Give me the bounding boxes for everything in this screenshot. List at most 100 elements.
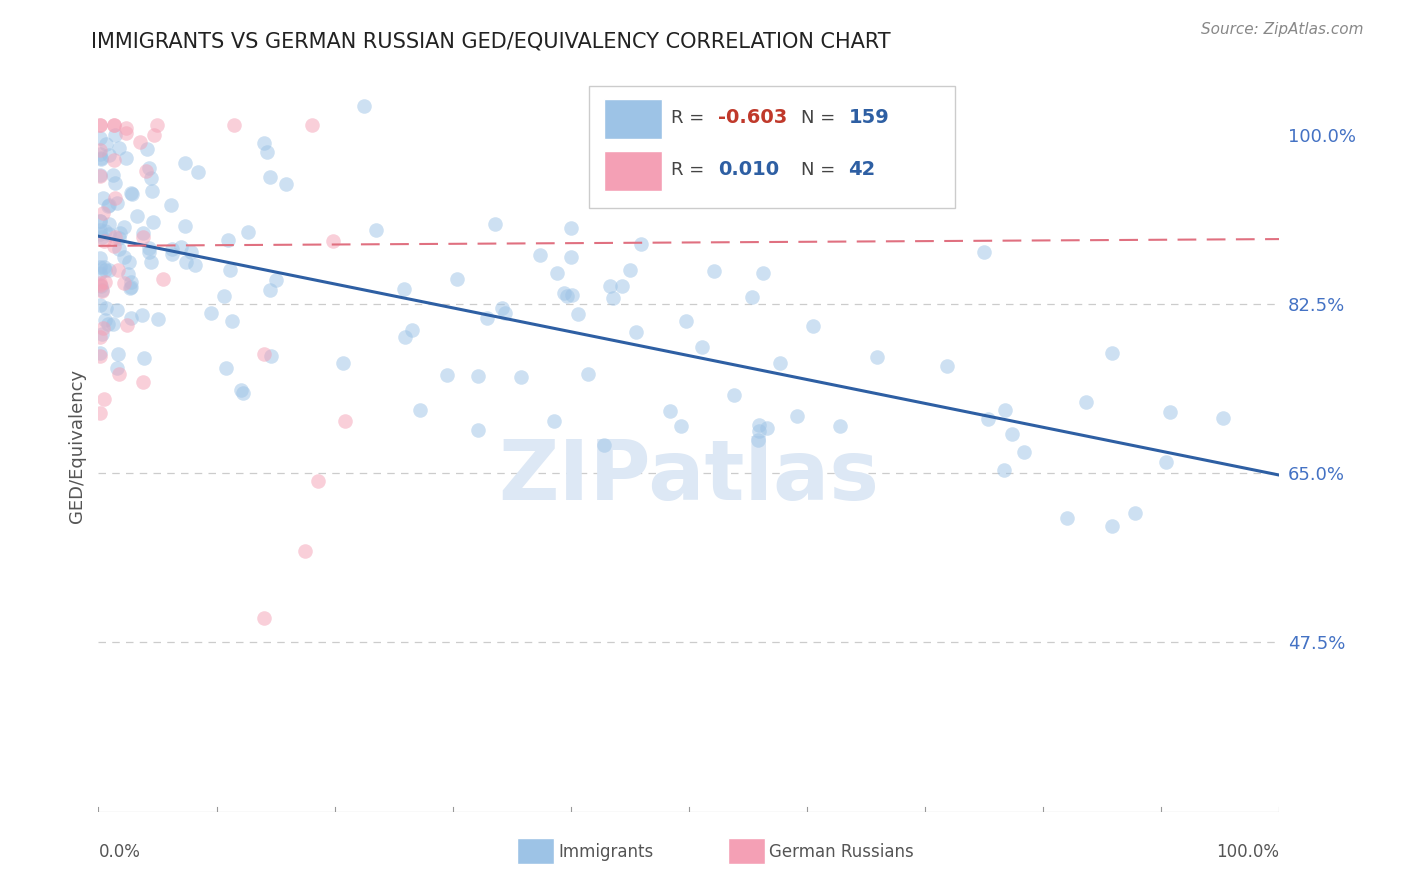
Text: Source: ZipAtlas.com: Source: ZipAtlas.com	[1201, 22, 1364, 37]
Point	[115, 126, 138, 140]
Point	[112, 220, 135, 235]
Point	[108, 141, 131, 155]
Point	[89, 147, 111, 161]
Point	[94, 275, 117, 289]
Point	[748, 418, 770, 433]
Point	[747, 433, 769, 447]
Point	[567, 307, 589, 321]
Point	[105, 302, 128, 317]
Point	[973, 244, 995, 259]
Point	[89, 266, 111, 280]
Point	[139, 171, 162, 186]
Point	[786, 409, 808, 424]
Point	[89, 346, 111, 360]
Text: -0.603: -0.603	[718, 108, 787, 127]
Point	[112, 277, 135, 291]
Point	[97, 199, 120, 213]
Point	[741, 289, 763, 303]
Point	[93, 313, 115, 327]
Text: 42: 42	[848, 161, 876, 179]
Point	[115, 318, 138, 332]
Point	[436, 368, 458, 382]
Point	[120, 280, 142, 294]
Point	[1012, 445, 1035, 459]
Point	[159, 197, 181, 211]
Point	[89, 227, 111, 241]
Point	[801, 318, 824, 333]
Point	[90, 151, 112, 165]
Point	[94, 224, 117, 238]
Point	[170, 240, 193, 254]
Point	[232, 386, 254, 401]
FancyBboxPatch shape	[605, 99, 662, 139]
Point	[91, 191, 114, 205]
Point	[546, 266, 568, 280]
Point	[264, 273, 287, 287]
Point	[294, 543, 316, 558]
Point	[89, 118, 111, 132]
Point	[301, 118, 323, 132]
Point	[1154, 455, 1177, 469]
Point	[353, 98, 375, 112]
Point	[446, 272, 468, 286]
Point	[103, 230, 125, 244]
Point	[89, 298, 111, 312]
Point	[619, 262, 641, 277]
Point	[866, 350, 889, 364]
Point	[830, 418, 852, 433]
Point	[91, 321, 114, 335]
Point	[89, 118, 111, 132]
Point	[467, 369, 489, 384]
Point	[152, 272, 174, 286]
Point	[98, 148, 121, 162]
Point	[89, 168, 111, 182]
Point	[1125, 506, 1147, 520]
Point	[115, 121, 138, 136]
Point	[215, 361, 238, 376]
Point	[748, 424, 770, 438]
Text: N =: N =	[801, 109, 835, 127]
Point	[560, 251, 582, 265]
Point	[752, 266, 775, 280]
Point	[120, 186, 142, 201]
Point	[494, 306, 516, 320]
Point	[97, 198, 120, 212]
Point	[142, 215, 165, 229]
Point	[89, 329, 111, 343]
Point	[509, 370, 531, 384]
Point	[1159, 405, 1181, 419]
FancyBboxPatch shape	[589, 86, 955, 209]
Point	[91, 206, 114, 220]
Point	[671, 419, 693, 434]
Point	[401, 323, 423, 337]
Point	[89, 406, 111, 420]
Point	[484, 217, 506, 231]
Point	[97, 227, 120, 241]
Point	[90, 229, 112, 244]
Point	[553, 286, 575, 301]
Point	[93, 260, 115, 274]
Point	[993, 463, 1015, 477]
Point	[98, 263, 121, 277]
Point	[132, 351, 155, 366]
Point	[120, 275, 142, 289]
Point	[108, 242, 131, 256]
Point	[690, 340, 713, 354]
Point	[936, 359, 959, 373]
Point	[136, 142, 159, 156]
Point	[475, 310, 498, 325]
Point	[160, 247, 183, 261]
Point	[184, 258, 207, 272]
Point	[187, 165, 209, 179]
Point	[125, 210, 148, 224]
Point	[89, 143, 111, 157]
Point	[108, 226, 131, 240]
Point	[561, 288, 583, 302]
Point	[89, 252, 111, 266]
Point	[105, 195, 128, 210]
Point	[148, 311, 170, 326]
Point	[612, 278, 634, 293]
Point	[214, 289, 236, 303]
Point	[138, 241, 160, 255]
Point	[104, 128, 127, 142]
